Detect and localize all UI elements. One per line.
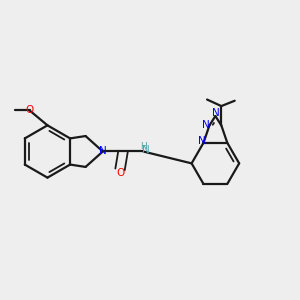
Text: N: N — [142, 145, 150, 155]
Text: O: O — [26, 106, 34, 116]
Text: N: N — [212, 108, 219, 118]
Text: O: O — [116, 168, 124, 178]
Text: N: N — [202, 120, 210, 130]
Text: H: H — [140, 142, 147, 151]
Text: N: N — [198, 136, 206, 146]
Text: N: N — [99, 146, 107, 157]
